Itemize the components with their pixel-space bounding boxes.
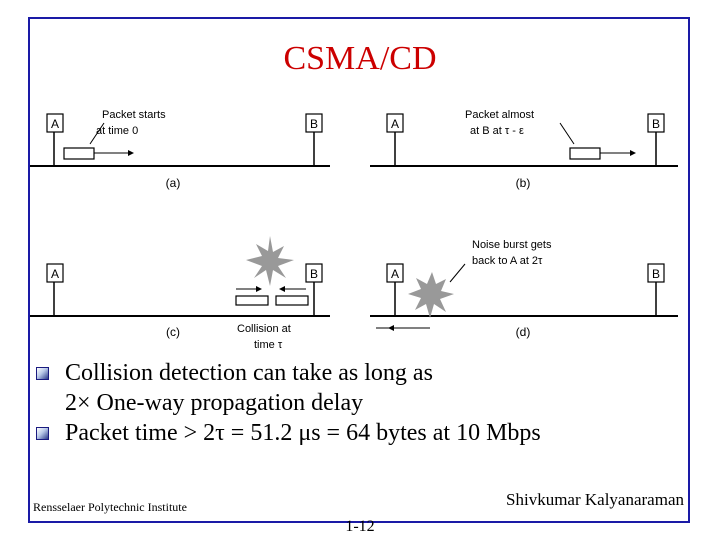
bullet-item: Packet time > 2τ = 51.2 μs = 64 bytes at… — [36, 418, 686, 448]
station-a-label: A — [391, 267, 399, 281]
station-a-label: A — [51, 267, 59, 281]
annotation-d-1: Noise burst gets — [472, 239, 552, 251]
packet — [275, 295, 309, 306]
slide-title: CSMA/CD — [283, 40, 437, 77]
annotation-d-2: back to A at 2τ — [472, 255, 543, 267]
annotation-a-1: Packet starts — [102, 109, 166, 121]
panel-d: A B Noise burst gets back to A at 2τ (d) — [370, 239, 678, 339]
collision-burst — [246, 236, 294, 286]
annotation-c-2: time τ — [254, 339, 283, 351]
packet — [569, 147, 601, 160]
footer-institute: Rensselaer Polytechnic Institute — [33, 500, 187, 514]
page-number: 1-12 — [345, 518, 375, 535]
footer-author: Shivkumar Kalyanaraman — [506, 490, 684, 509]
csma-cd-diagram: A B Packet starts at time 0 (a) A B Pack… — [30, 109, 678, 351]
station-b-label: B — [652, 267, 660, 281]
packet — [235, 295, 269, 306]
panel-label-d: (d) — [516, 325, 531, 339]
annotation-a-2: at time 0 — [96, 125, 138, 137]
panel-a: A B Packet starts at time 0 (a) — [30, 109, 330, 190]
annotation-c-1: Collision at — [237, 323, 291, 335]
panel-label-c: (c) — [166, 325, 180, 339]
panel-label-a: (a) — [166, 176, 181, 190]
panel-b: A B Packet almost at B at τ - ε (b) — [370, 109, 678, 190]
panel-c: A B (c) Collision at time τ — [30, 236, 330, 351]
station-b-label: B — [652, 117, 660, 131]
bullet-item: Collision detection can take as long as … — [36, 358, 686, 418]
bullet-text: Packet time > 2τ = 51.2 μs = 64 bytes at… — [65, 420, 541, 446]
station-b-label: B — [310, 267, 318, 281]
annotation-b-1: Packet almost — [465, 109, 534, 121]
panel-label-b: (b) — [516, 176, 531, 190]
bullet-square-icon — [36, 367, 49, 380]
bullet-text: Collision detection can take as long as — [65, 360, 433, 386]
noise-burst — [408, 272, 454, 318]
slide-frame — [28, 17, 690, 523]
bullet-text-continuation: 2× One-way propagation delay — [65, 390, 364, 416]
station-a-label: A — [51, 117, 59, 131]
annotation-b-2: at B at τ - ε — [470, 125, 524, 137]
bullet-square-icon — [36, 427, 49, 440]
station-b-label: B — [310, 117, 318, 131]
packet — [63, 147, 95, 160]
station-a-label: A — [391, 117, 399, 131]
bullet-list: Collision detection can take as long as … — [36, 358, 686, 448]
